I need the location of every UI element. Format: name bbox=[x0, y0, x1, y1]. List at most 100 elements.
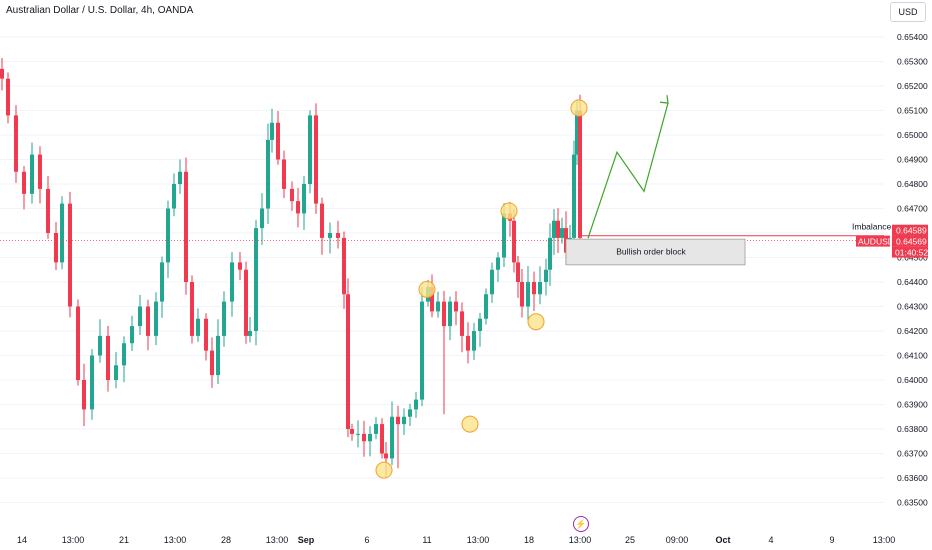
y-tick-label: 0.63800 bbox=[897, 424, 928, 434]
current-price-text: 0.64569 bbox=[896, 237, 927, 247]
y-tick-label: 0.65200 bbox=[897, 81, 928, 91]
y-tick-label: 0.65100 bbox=[897, 106, 928, 116]
candle-body bbox=[248, 331, 252, 336]
candle-body bbox=[230, 262, 234, 302]
candle-body bbox=[98, 335, 102, 356]
candle-body bbox=[556, 220, 560, 238]
y-tick-label: 0.64900 bbox=[897, 155, 928, 165]
projection-arrowhead bbox=[659, 95, 669, 104]
y-tick-label: 0.63900 bbox=[897, 400, 928, 410]
y-tick-label: 0.64400 bbox=[897, 277, 928, 287]
candle-body bbox=[154, 301, 158, 336]
x-tick-label: Sep bbox=[298, 535, 315, 545]
order-block-box bbox=[565, 238, 746, 266]
highlight-circle bbox=[570, 99, 588, 117]
y-tick-label: 0.64000 bbox=[897, 375, 928, 385]
x-tick-label: 13:00 bbox=[266, 535, 289, 545]
x-tick-label: 13:00 bbox=[569, 535, 592, 545]
currency-selector[interactable]: USD bbox=[890, 2, 926, 22]
candle-body bbox=[30, 154, 34, 194]
candle-body bbox=[478, 318, 482, 331]
candle-body bbox=[190, 282, 194, 336]
candle-body bbox=[266, 139, 270, 209]
candle-body bbox=[146, 306, 150, 336]
y-tick-label: 0.64800 bbox=[897, 179, 928, 189]
candle-body bbox=[270, 122, 274, 140]
imbalance-price-text: 0.64589 bbox=[896, 226, 927, 236]
candle-body bbox=[356, 433, 360, 435]
candle-body bbox=[196, 318, 200, 336]
x-tick-label: 13:00 bbox=[467, 535, 490, 545]
candle-body bbox=[384, 453, 388, 459]
candle-body bbox=[282, 159, 286, 189]
y-tick-label: 0.65000 bbox=[897, 130, 928, 140]
x-tick-label: 13:00 bbox=[873, 535, 896, 545]
y-tick-label: 0.63600 bbox=[897, 473, 928, 483]
highlight-circle bbox=[461, 415, 479, 433]
candle-body bbox=[390, 416, 394, 459]
x-tick-label: Oct bbox=[715, 535, 730, 545]
candle-body bbox=[512, 220, 516, 263]
candle-body bbox=[114, 365, 118, 380]
candle-body bbox=[60, 203, 64, 263]
chart-title: Australian Dollar / U.S. Dollar, 4h, OAN… bbox=[6, 5, 194, 16]
y-tick-label: 0.64200 bbox=[897, 326, 928, 336]
candle-body bbox=[496, 257, 500, 270]
candle-body bbox=[454, 301, 458, 312]
candle-body bbox=[538, 282, 542, 295]
candle-body bbox=[430, 286, 434, 312]
y-tick-label: 0.65300 bbox=[897, 57, 928, 67]
candle-body bbox=[420, 301, 424, 400]
candle-body bbox=[460, 311, 464, 336]
current-price-tag bbox=[892, 235, 928, 247]
countdown-tag bbox=[892, 246, 928, 258]
candle-body bbox=[260, 208, 264, 229]
candle-body bbox=[448, 301, 452, 327]
candle-body bbox=[244, 269, 248, 336]
x-tick-label: 6 bbox=[364, 535, 369, 545]
candle-body bbox=[238, 262, 242, 270]
highlight-circle bbox=[500, 202, 518, 220]
candle-body bbox=[466, 335, 470, 351]
x-tick-label: 13:00 bbox=[62, 535, 85, 545]
candle-body bbox=[46, 188, 50, 233]
candle-body bbox=[38, 154, 42, 189]
x-tick-label: 28 bbox=[221, 535, 231, 545]
candle-body bbox=[302, 184, 306, 214]
candle-body bbox=[350, 429, 354, 434]
candle-body bbox=[254, 228, 258, 331]
candle-body bbox=[516, 262, 520, 282]
candle-body bbox=[472, 331, 476, 351]
candle-body bbox=[0, 68, 4, 79]
candle-body bbox=[552, 220, 556, 238]
candle-body bbox=[122, 343, 126, 366]
candle-body bbox=[572, 154, 576, 238]
candle-body bbox=[138, 306, 142, 327]
y-tick-label: 0.65400 bbox=[897, 32, 928, 42]
candle-body bbox=[6, 78, 10, 116]
highlight-circle bbox=[418, 280, 436, 298]
y-tick-label: 0.64700 bbox=[897, 204, 928, 214]
projection-path bbox=[587, 102, 669, 239]
candle-body bbox=[336, 233, 340, 238]
order-block-label: Bullish order block bbox=[616, 246, 686, 256]
candle-body bbox=[276, 122, 280, 160]
candle-body bbox=[502, 213, 506, 258]
symbol-tag bbox=[856, 235, 890, 247]
candle-body bbox=[396, 416, 400, 425]
candle-body bbox=[222, 301, 226, 336]
lightning-icon[interactable]: ⚡ bbox=[573, 516, 589, 532]
candle-body bbox=[308, 115, 312, 184]
x-tick-label: 4 bbox=[768, 535, 773, 545]
y-tick-label: 0.63500 bbox=[897, 498, 928, 508]
candle-body bbox=[290, 188, 294, 202]
candle-body bbox=[374, 424, 378, 434]
candle-body bbox=[532, 282, 536, 295]
candle-body bbox=[342, 237, 346, 295]
x-tick-label: 11 bbox=[422, 535, 431, 545]
candle-body bbox=[178, 171, 182, 184]
candle-body bbox=[578, 110, 582, 238]
candle-body bbox=[408, 409, 412, 417]
